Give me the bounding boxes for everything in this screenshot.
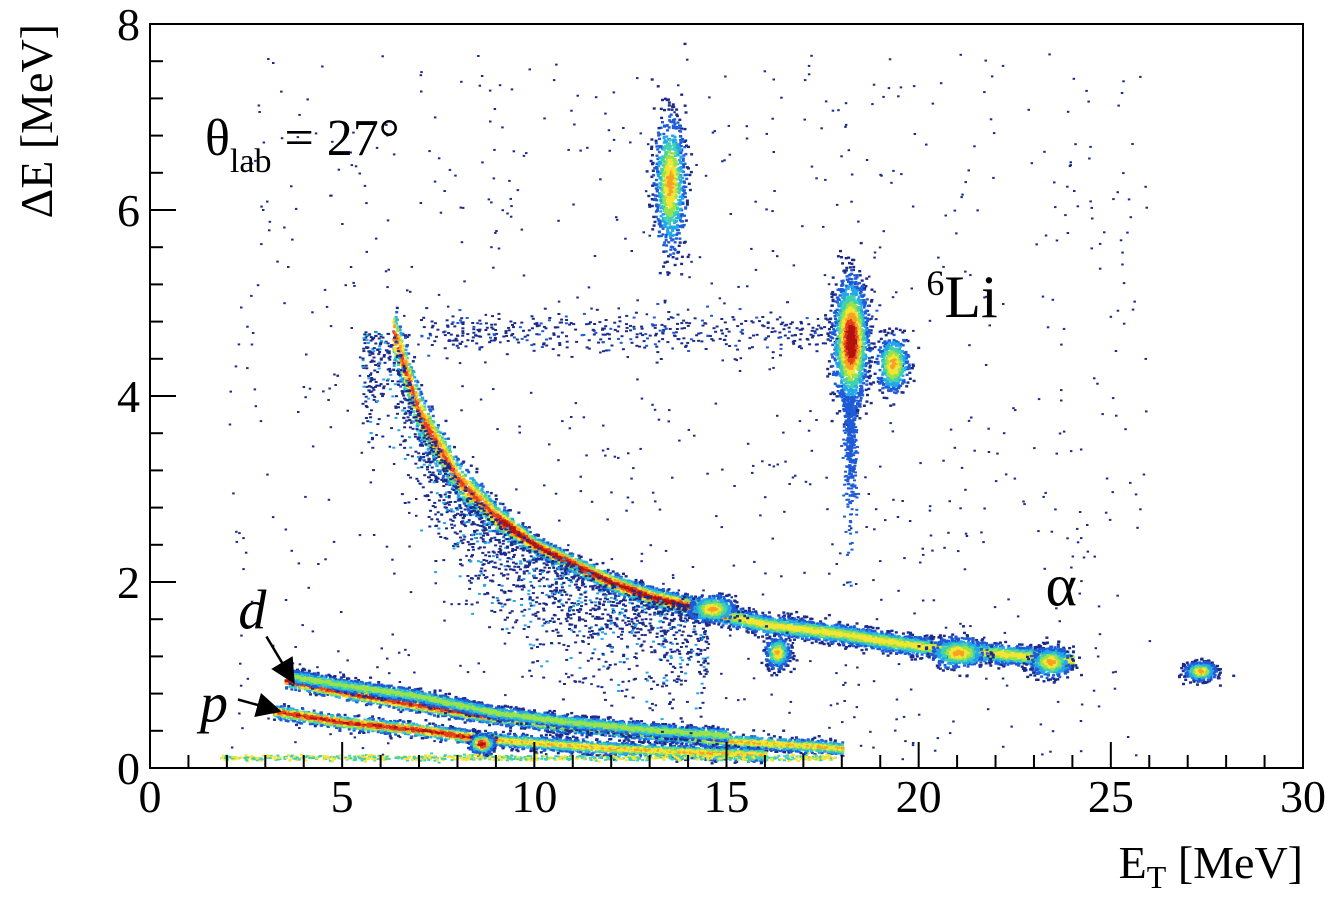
annotation-li6: 6Li [926,263,997,330]
x-tick-label: 5 [331,771,354,822]
x-tick-label: 25 [1088,771,1134,822]
x-tick-label: 20 [896,771,942,822]
y-tick-label: 6 [117,185,140,236]
annotation-alpha: α [1045,552,1076,618]
y-tick-label: 0 [117,743,140,794]
x-tick-label: 0 [139,771,162,822]
y-tick-label: 2 [117,557,140,608]
x-tick-label: 30 [1280,771,1326,822]
arrow-deuteron [266,637,292,680]
y-axis-label: ΔE [MeV] [11,24,62,218]
x-axis-label-subscript: T [1147,859,1167,895]
arrow-proton [238,700,277,711]
annotation-proton: p [196,673,228,735]
y-tick-label: 8 [117,0,140,50]
annotation-deuteron: d [238,580,267,642]
x-axis-label: ET [MeV] [1119,837,1303,895]
x-tick-label: 15 [704,771,750,822]
theta-lab-annotation: θlab = 27° [205,110,400,180]
y-tick-label: 4 [117,371,140,422]
x-tick-label: 10 [511,771,557,822]
